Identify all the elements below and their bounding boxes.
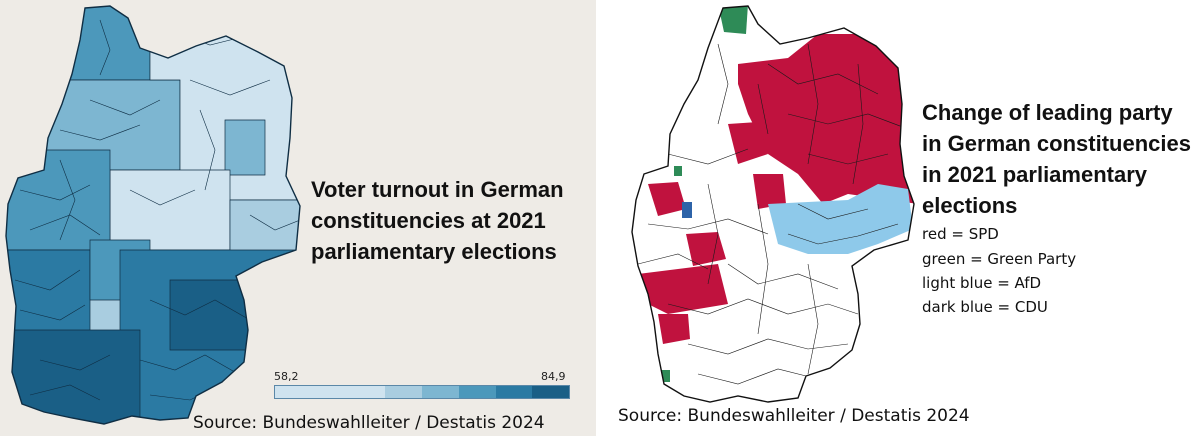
turnout-title-line: constituencies at 2021 — [311, 208, 546, 233]
turnout-title: Voter turnout in German constituencies a… — [311, 174, 564, 267]
scale-segment — [422, 386, 459, 398]
green-region-west — [674, 166, 682, 176]
scale-segment — [311, 386, 349, 398]
scale-segment — [495, 386, 533, 398]
germany-outline-left — [5, 5, 301, 425]
spd-region-central-1 — [728, 122, 768, 164]
scale-segment — [458, 386, 496, 398]
spd-region-north-east — [738, 34, 914, 204]
scale-segment — [385, 386, 422, 398]
scale-segment — [275, 386, 312, 398]
turnout-region-nrw — [6, 149, 111, 251]
party-change-title-line: elections — [922, 193, 1018, 218]
turnout-scale-bar — [274, 385, 570, 399]
turnout-title-line: Voter turnout in German — [311, 177, 564, 202]
legend-spd: red = SPD — [922, 225, 999, 243]
spd-region-south-west — [638, 264, 728, 314]
turnout-title-line: parliamentary elections — [311, 239, 557, 264]
turnout-map — [5, 5, 301, 425]
green-region-north — [718, 6, 748, 34]
spd-region-rhine — [658, 314, 690, 344]
spd-region-central-2 — [753, 174, 786, 209]
turnout-region-bavaria-east — [169, 279, 251, 351]
party-change-title-line: in German constituencies — [922, 131, 1191, 156]
spd-region-west-2 — [686, 232, 726, 266]
party-change-source: Source: Bundeswahlleiter / Destatis 2024 — [618, 406, 970, 426]
turnout-scale-min: 58,2 — [274, 370, 299, 383]
turnout-scale-max: 84,9 — [541, 370, 566, 383]
cdu-region — [682, 202, 692, 218]
party-change-title: Change of leading party in German consti… — [922, 97, 1191, 221]
party-change-title-line: in 2021 parliamentary — [922, 162, 1148, 187]
turnout-panel: Voter turnout in German constituencies a… — [0, 0, 596, 436]
spd-region-west-1 — [648, 182, 686, 216]
turnout-source: Source: Bundeswahlleiter / Destatis 2024 — [193, 413, 545, 433]
legend-green: green = Green Party — [922, 250, 1077, 268]
turnout-region-schleswig-holstein — [69, 6, 151, 81]
germany-outline-right — [631, 5, 915, 403]
turnout-region-berlin-area — [224, 119, 266, 176]
party-change-panel: Change of leading party in German consti… — [602, 0, 1200, 436]
scale-segment — [348, 386, 386, 398]
green-region-south — [658, 370, 670, 382]
turnout-region-central — [109, 169, 231, 251]
party-change-map — [631, 5, 915, 403]
legend-cdu: dark blue = CDU — [922, 298, 1048, 316]
scale-segment — [532, 386, 569, 398]
party-change-title-line: Change of leading party — [922, 100, 1173, 125]
afd-region-saxony-thuringia — [768, 184, 913, 254]
legend-afd: light blue = AfD — [922, 274, 1042, 292]
